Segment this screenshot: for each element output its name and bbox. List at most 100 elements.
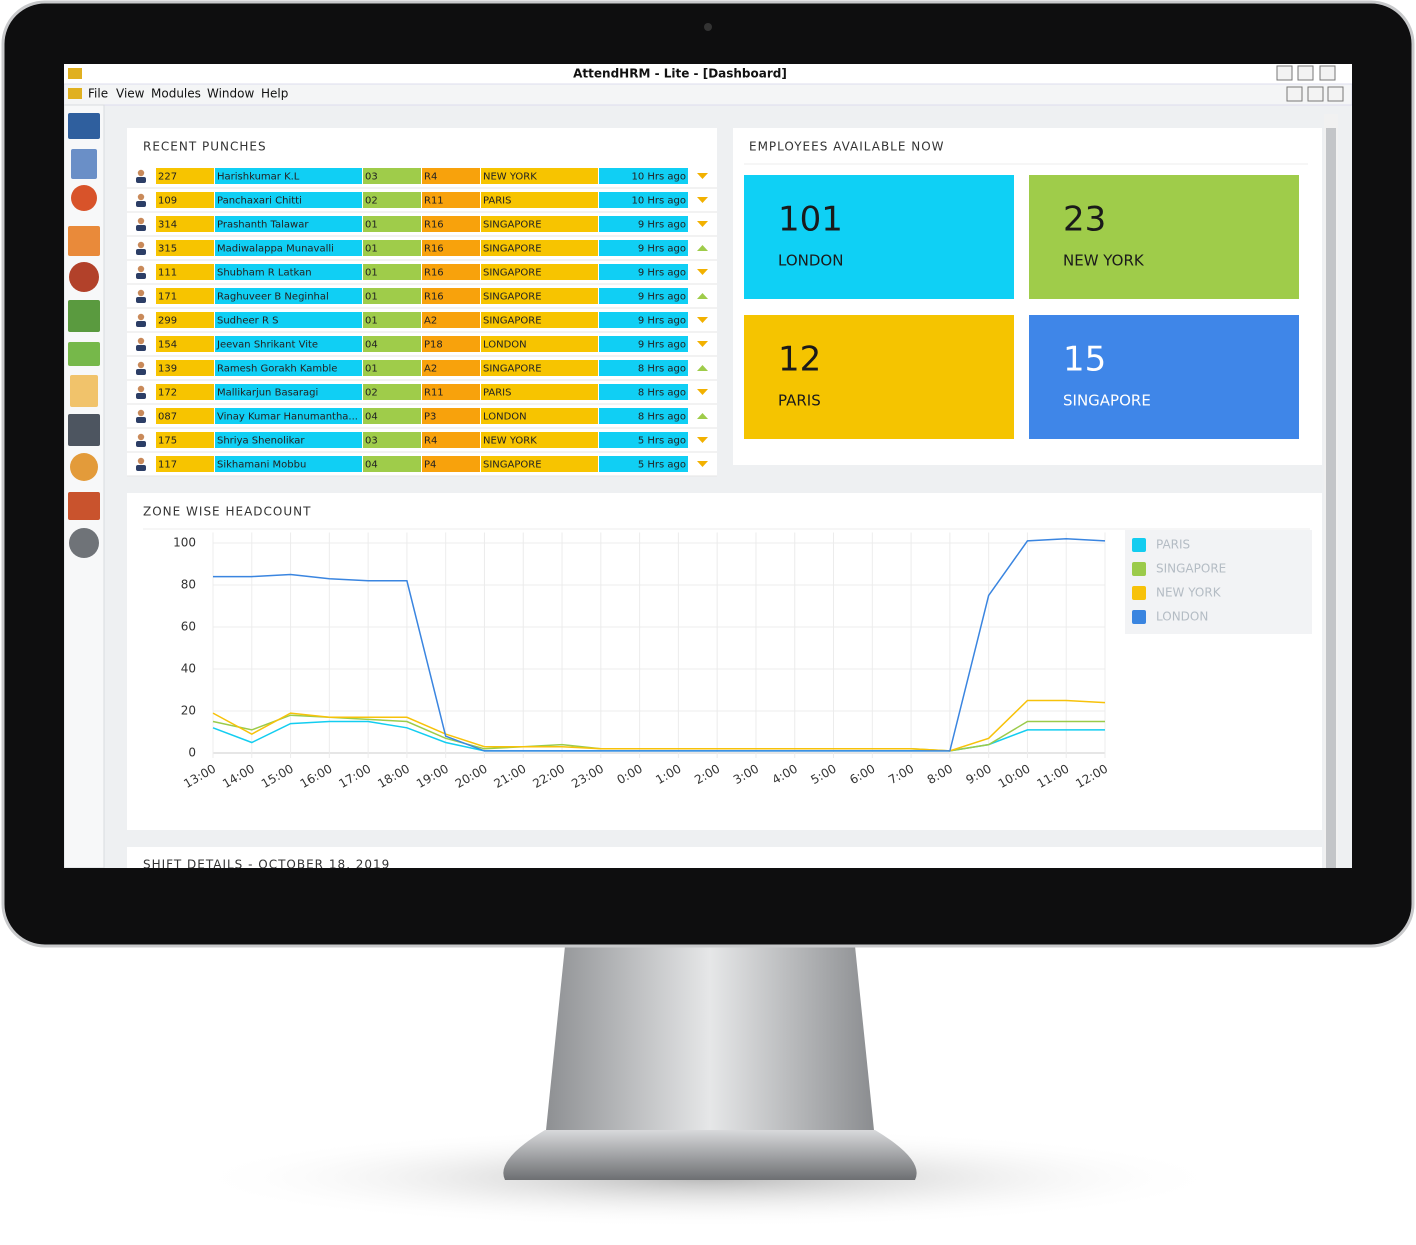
cell-bg xyxy=(422,408,480,424)
sidebar xyxy=(64,104,105,868)
icon-device[interactable] xyxy=(68,414,100,446)
punch-name: Prashanth Talawar xyxy=(217,220,309,231)
punch-time: 8 Hrs ago xyxy=(638,412,686,423)
restore-button[interactable] xyxy=(1297,65,1314,81)
punch-row: 111 Shubham R Latkan 01 R16 SINGAPORE 9 Hrs a… xyxy=(127,264,717,285)
punch-shift: 04 xyxy=(365,412,378,423)
tile xyxy=(744,175,1014,299)
icon-payroll[interactable] xyxy=(68,342,100,366)
punch-room: P18 xyxy=(424,340,443,351)
icon-company[interactable] xyxy=(71,149,97,179)
icon-reports[interactable] xyxy=(70,375,98,407)
cell-bg xyxy=(481,312,598,328)
icon-clock[interactable] xyxy=(69,262,99,292)
direction-arrow xyxy=(697,461,708,467)
cell-bg xyxy=(481,336,598,352)
punch-location: SINGAPORE xyxy=(483,244,542,255)
punch-room: A2 xyxy=(424,364,437,375)
person-icon xyxy=(137,337,145,345)
person-icon xyxy=(136,225,146,231)
punch-room: P4 xyxy=(424,460,436,471)
cell-bg xyxy=(215,456,362,472)
punch-row: 117 Sikhamani Mobbu 04 P4 SINGAPORE 5 Hrs ago xyxy=(127,456,717,477)
punch-id: 175 xyxy=(158,436,177,447)
legend-swatch xyxy=(1132,586,1146,600)
person-icon xyxy=(136,249,146,255)
punch-row: 087 Vinay Kumar Hanumantha... 04 P3 LONDON 8 … xyxy=(127,408,717,429)
direction-arrow xyxy=(697,365,708,371)
icon-users[interactable] xyxy=(70,453,98,481)
punch-id: 087 xyxy=(158,412,177,423)
punch-row: 314 Prashanth Talawar 01 R16 SINGAPORE 9 Hrs … xyxy=(127,216,717,237)
cell-bg xyxy=(363,240,421,256)
y-tick-label: 100 xyxy=(173,536,196,550)
person-icon xyxy=(136,417,146,423)
cell-bg xyxy=(481,432,598,448)
legend-box xyxy=(1125,530,1312,634)
menu-item[interactable]: Help xyxy=(261,87,288,101)
icon-employee[interactable] xyxy=(71,185,97,211)
chart-panel xyxy=(127,493,1322,830)
minimize-button[interactable] xyxy=(1276,65,1293,81)
person-icon xyxy=(136,393,146,399)
cell-bg xyxy=(422,432,480,448)
punch-location: LONDON xyxy=(483,412,527,423)
close-button[interactable] xyxy=(1327,86,1344,102)
cell-bg xyxy=(215,312,362,328)
restore-button[interactable] xyxy=(1307,86,1324,102)
punch-name: Madiwalappa Munavalli xyxy=(217,244,334,255)
punch-shift: 01 xyxy=(365,364,378,375)
minimize-button[interactable] xyxy=(1286,86,1303,102)
icon-dashboard[interactable] xyxy=(68,113,100,139)
menu-bar xyxy=(64,83,1352,106)
y-tick-label: 40 xyxy=(181,662,196,676)
cell-bg xyxy=(363,384,421,400)
punch-shift: 04 xyxy=(365,460,378,471)
punch-location: SINGAPORE xyxy=(483,220,542,231)
direction-arrow xyxy=(697,293,708,299)
person-icon xyxy=(136,297,146,303)
punch-name: Sikhamani Mobbu xyxy=(217,460,306,471)
legend-label: SINGAPORE xyxy=(1156,562,1226,576)
person-icon xyxy=(137,289,145,297)
punch-name: Jeevan Shrikant Vite xyxy=(216,340,318,351)
punch-room: R4 xyxy=(424,172,437,183)
cell-bg xyxy=(363,168,421,184)
punch-id: 314 xyxy=(158,220,177,231)
punch-name: Panchaxari Chitti xyxy=(217,196,302,207)
icon-settings[interactable] xyxy=(69,528,99,558)
cell-bg xyxy=(481,216,598,232)
cell-bg xyxy=(363,312,421,328)
cell-bg xyxy=(363,432,421,448)
icon-roster[interactable] xyxy=(68,300,100,332)
window-controls xyxy=(1276,65,1344,102)
close-button[interactable] xyxy=(1319,65,1336,81)
menu-item[interactable]: Modules xyxy=(151,87,201,101)
tile xyxy=(1029,315,1299,439)
punch-location: NEW YORK xyxy=(483,436,537,447)
cell-bg xyxy=(599,312,688,328)
punch-time: 9 Hrs ago xyxy=(638,268,686,279)
menu-item[interactable]: Window xyxy=(207,87,255,101)
menu-item[interactable]: View xyxy=(116,87,145,101)
icon-charts[interactable] xyxy=(68,492,100,520)
legend-label: LONDON xyxy=(1156,610,1208,624)
person-icon xyxy=(136,441,146,447)
person-icon xyxy=(137,433,145,441)
menu-item[interactable]: File xyxy=(88,87,108,101)
punch-time: 10 Hrs ago xyxy=(631,172,686,183)
punch-shift: 01 xyxy=(365,220,378,231)
cell-bg xyxy=(156,216,214,232)
cell-bg xyxy=(481,408,598,424)
y-tick-label: 20 xyxy=(181,704,196,718)
punch-shift: 03 xyxy=(365,172,378,183)
title-bar xyxy=(64,64,1352,84)
cell-bg xyxy=(363,408,421,424)
scrollbar-thumb[interactable] xyxy=(1326,128,1336,868)
cell-bg xyxy=(215,360,362,376)
punch-time: 10 Hrs ago xyxy=(631,196,686,207)
direction-arrow xyxy=(697,221,708,227)
icon-calendar[interactable] xyxy=(68,226,100,256)
punch-time: 9 Hrs ago xyxy=(638,244,686,255)
